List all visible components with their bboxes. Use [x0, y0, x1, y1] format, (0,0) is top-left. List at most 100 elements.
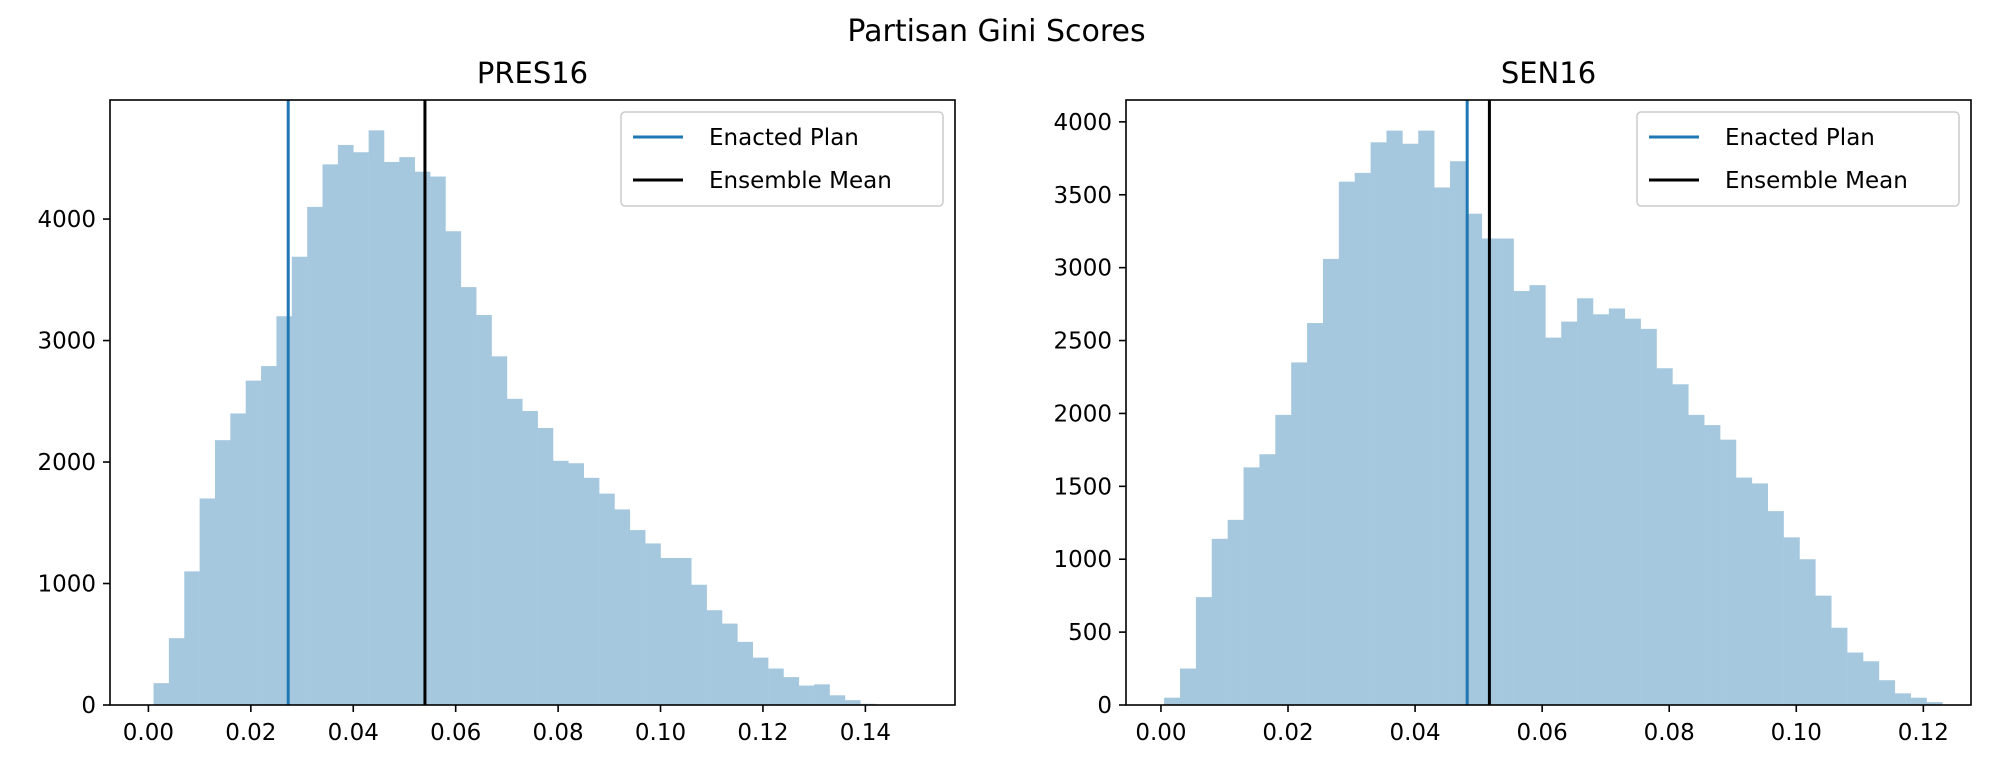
histogram-bar — [783, 677, 800, 705]
y-tick-label: 1500 — [1053, 474, 1112, 500]
histogram-bar — [1434, 187, 1451, 706]
histogram-bar — [1878, 680, 1896, 705]
histogram-bar — [1894, 693, 1911, 705]
histogram-bar — [199, 498, 216, 705]
histogram-bar — [1656, 368, 1673, 705]
chart-sen16: 0.00 0.02 0.04 0.06 0.08 0.10 0.12 0 500 1000 1500… — [1053, 56, 1972, 746]
y-tick-label: 500 — [1068, 620, 1112, 646]
y-tick-label: 4000 — [1053, 110, 1112, 136]
histogram-bar — [814, 684, 830, 705]
histogram-bar — [768, 668, 784, 705]
histogram-bar — [291, 256, 308, 705]
legend-label-ensemble-mean: Ensemble Mean — [1725, 168, 1908, 194]
histogram-bar — [491, 356, 508, 705]
histogram-bar — [1164, 697, 1181, 705]
histogram-bar — [307, 206, 323, 705]
histogram-bar — [1767, 511, 1784, 705]
x-tick-label: 0.00 — [123, 720, 174, 746]
chart-title: SEN16 — [1501, 56, 1596, 90]
legend-label-enacted-plan: Enacted Plan — [1725, 125, 1875, 151]
histogram-bar — [1211, 538, 1228, 705]
histogram-bar — [353, 152, 369, 706]
x-tick-label: 0.06 — [430, 720, 481, 746]
histogram-bars — [1164, 130, 1943, 706]
histogram-bar — [737, 641, 754, 705]
x-tick-label: 0.08 — [1644, 720, 1695, 746]
histogram-bar — [476, 315, 492, 705]
histogram-bar — [1688, 414, 1705, 705]
legend-box — [1636, 111, 1960, 207]
legend-label-enacted-plan: Enacted Plan — [709, 125, 859, 151]
histogram-bar — [184, 571, 200, 705]
histogram-bar — [1735, 477, 1753, 705]
histogram-bar — [1910, 697, 1927, 705]
histogram-bar — [1624, 318, 1641, 705]
y-tick-label: 2000 — [1053, 401, 1112, 427]
histogram-bar — [614, 509, 631, 705]
histogram-bar — [1720, 439, 1737, 705]
histogram-bar — [1783, 537, 1800, 705]
legend: Enacted Plan Ensemble Mean — [620, 111, 944, 207]
y-tick-label: 2500 — [1053, 329, 1112, 355]
histogram-bar — [445, 231, 462, 705]
histogram-bar — [721, 623, 738, 705]
x-tick-label: 0.06 — [1517, 720, 1568, 746]
histogram-bar — [1243, 467, 1260, 705]
histogram-bar — [1847, 652, 1864, 705]
histogram-bar — [1926, 702, 1943, 705]
histogram-bar — [552, 460, 569, 705]
histogram-bar — [245, 380, 262, 705]
histogram-bar — [829, 695, 846, 705]
y-tick-label: 0 — [81, 693, 96, 719]
histogram-bar — [691, 584, 707, 705]
histogram-bar — [1386, 130, 1403, 706]
histogram-bar — [1450, 161, 1467, 706]
histogram-bar — [460, 287, 477, 705]
histogram-bar — [1180, 668, 1197, 705]
histogram-bar — [1592, 314, 1610, 705]
legend: Enacted Plan Ensemble Mean — [1636, 111, 1960, 207]
histogram-bar — [1275, 414, 1292, 705]
y-tick-label: 0 — [1097, 693, 1112, 719]
histogram-bar — [1545, 337, 1562, 705]
histogram-bar — [153, 683, 170, 705]
histogram-bar — [537, 428, 554, 705]
histogram-bar — [706, 610, 723, 705]
histogram-bar — [1577, 298, 1594, 705]
histogram-bar — [568, 463, 585, 705]
histogram-bar — [1831, 627, 1848, 705]
histogram-bar — [1338, 181, 1356, 705]
histogram-bar — [506, 398, 523, 705]
axes-frame — [1125, 99, 1972, 706]
histogram-bar — [1322, 258, 1340, 705]
histogram-bar — [1815, 595, 1832, 705]
histogram-bar — [383, 161, 400, 705]
histogram-bar — [399, 157, 416, 706]
legend-box — [620, 111, 944, 207]
histogram-bar — [1307, 323, 1324, 705]
histogram-bar — [1227, 519, 1244, 705]
histogram-bar — [337, 144, 354, 705]
histogram-bar — [1195, 597, 1213, 705]
histogram-bar — [629, 530, 646, 705]
y-tick-label: 3000 — [37, 329, 96, 355]
histogram-bar — [1513, 290, 1530, 705]
histogram-bar — [414, 171, 431, 705]
x-tick-label: 0.02 — [225, 720, 276, 746]
y-tick-label: 1000 — [37, 572, 96, 598]
y-tick-label: 2000 — [37, 450, 96, 476]
y-tick-label: 3000 — [1053, 256, 1112, 282]
histogram-bar — [844, 700, 861, 705]
histogram-bar — [599, 493, 615, 705]
x-tick-label: 0.04 — [328, 720, 379, 746]
x-tick-label: 0.02 — [1262, 720, 1313, 746]
histogram-bar — [1608, 308, 1626, 705]
histogram-bar — [752, 657, 769, 705]
histogram-bar — [1862, 661, 1880, 705]
histogram-bar — [1402, 143, 1419, 706]
histogram-bar — [214, 440, 231, 705]
x-tick-label: 0.00 — [1135, 720, 1186, 746]
histogram-bar — [1497, 238, 1514, 706]
histogram-bar — [1751, 483, 1768, 705]
histogram-bar — [368, 130, 385, 705]
